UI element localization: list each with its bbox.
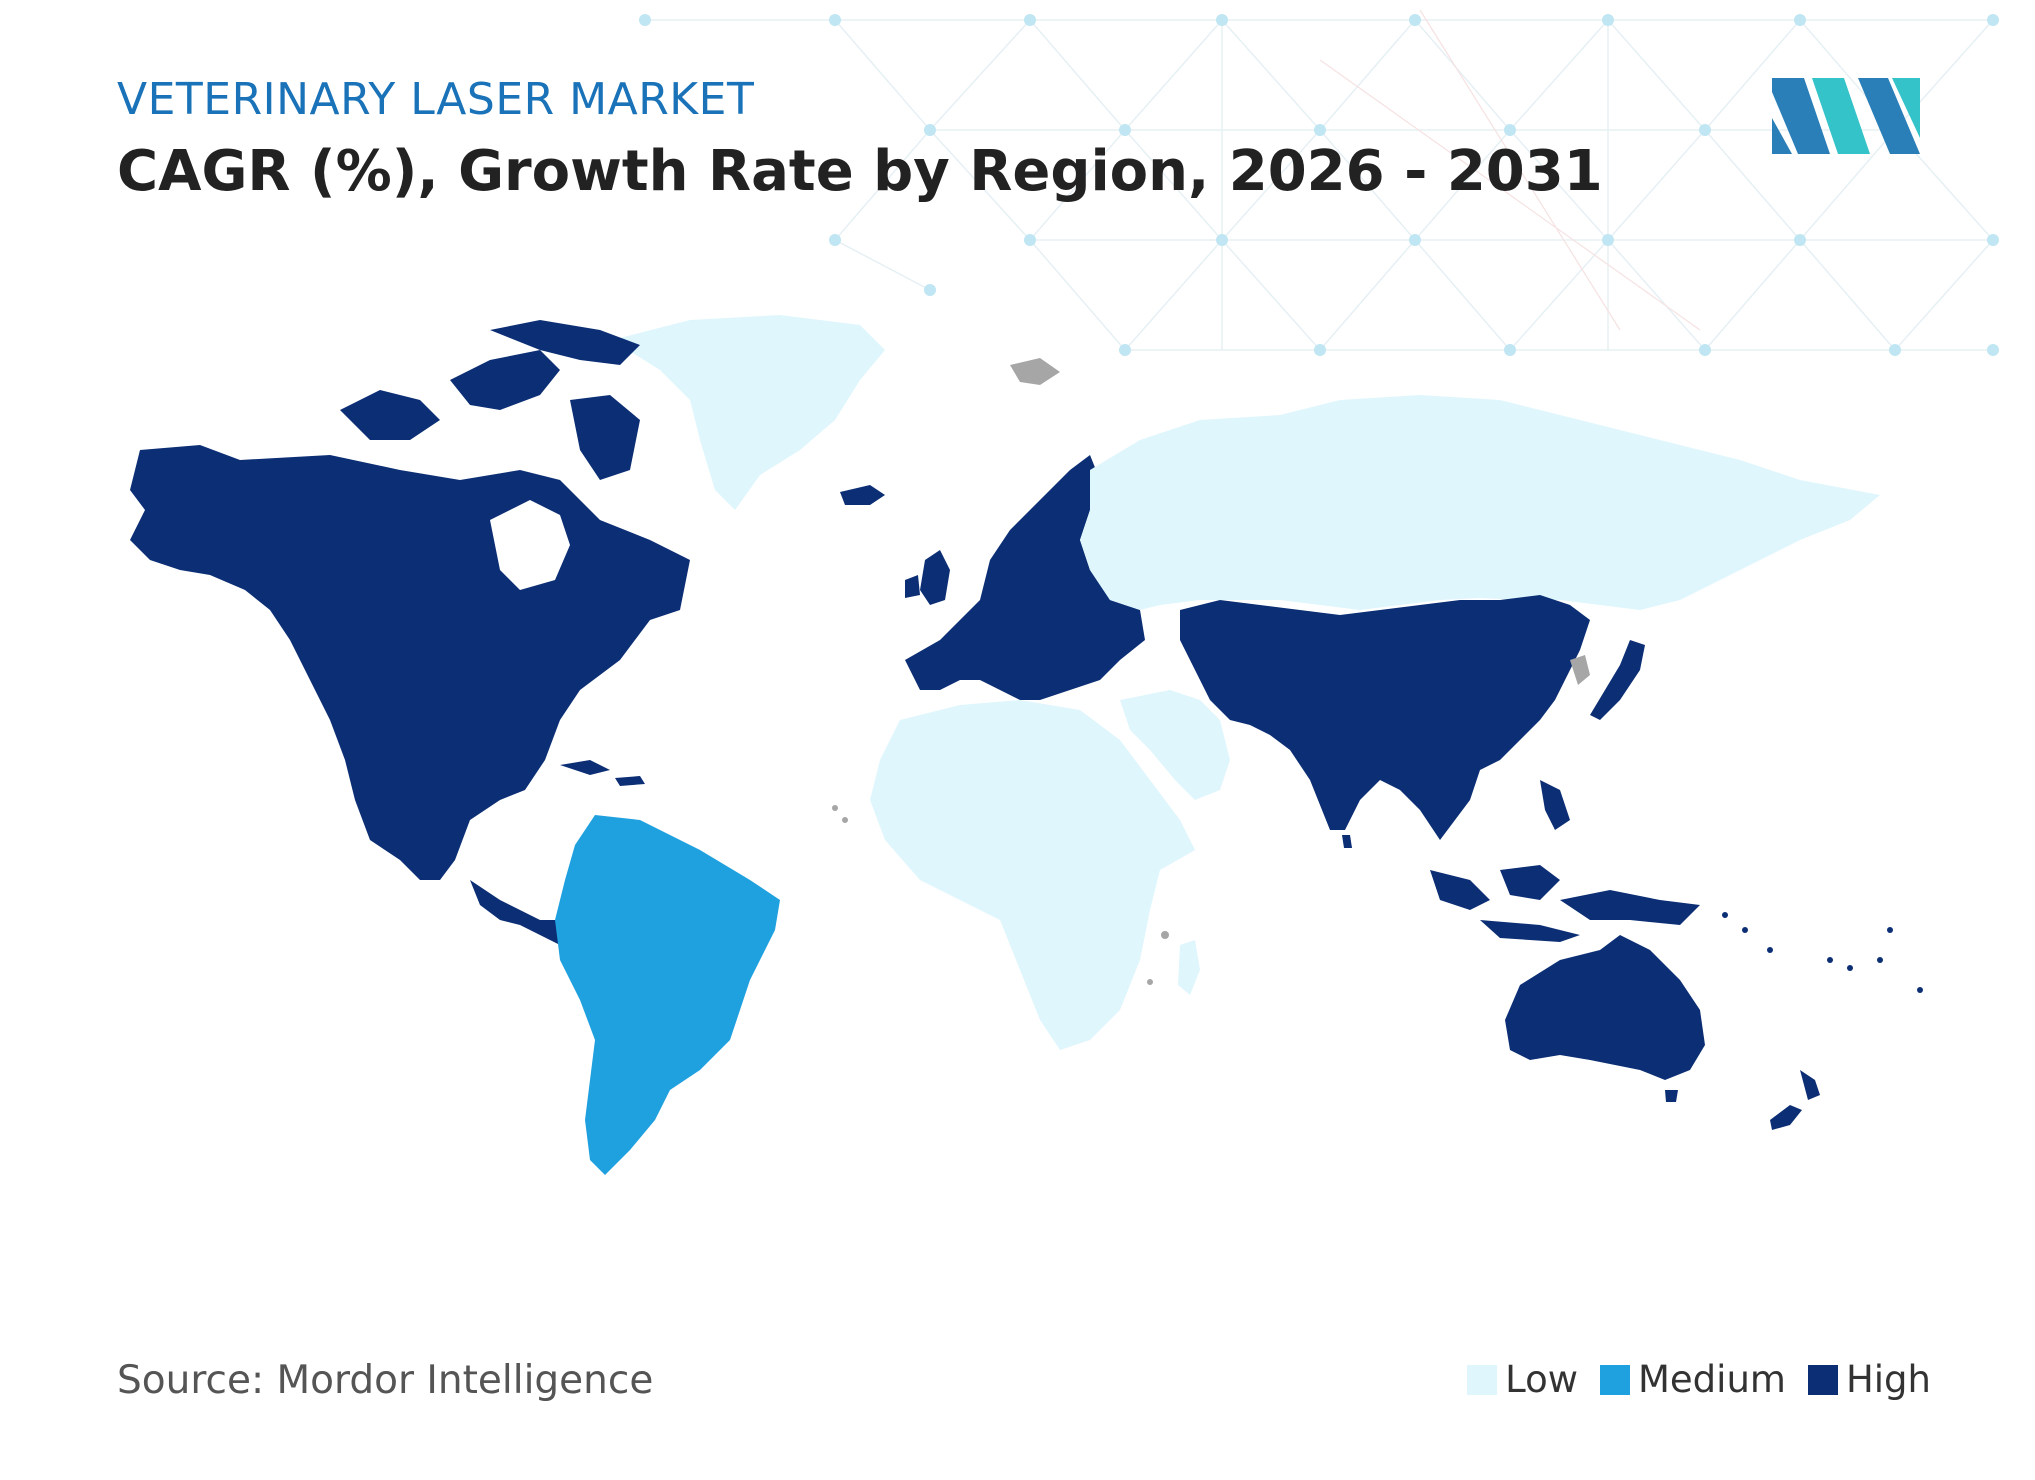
region-madagascar	[1178, 940, 1200, 995]
legend-item-low: Low	[1467, 1358, 1578, 1401]
region-uk	[905, 550, 950, 605]
report-kicker: VETERINARY LASER MARKET	[117, 74, 755, 125]
region-sri-lanka	[1342, 835, 1352, 848]
legend-label-low: Low	[1505, 1358, 1578, 1401]
region-southeast-asia	[1430, 780, 1700, 942]
region-europe	[905, 455, 1145, 700]
region-africa	[870, 700, 1195, 1050]
legend: Low Medium High	[1467, 1358, 1931, 1401]
region-canadian-arctic	[340, 320, 640, 480]
region-north-korea	[1570, 655, 1590, 685]
legend-swatch-medium	[1600, 1364, 1630, 1395]
mordor-intelligence-logo-icon	[1772, 78, 1920, 154]
region-new-zealand	[1770, 1070, 1820, 1130]
legend-label-high: High	[1845, 1358, 1931, 1401]
region-caribbean	[560, 760, 645, 786]
source-note: Source: Mordor Intelligence	[117, 1358, 654, 1403]
region-tasmania	[1665, 1090, 1678, 1102]
legend-swatch-high	[1807, 1364, 1838, 1395]
region-japan	[1590, 640, 1645, 720]
region-svalbard	[1010, 358, 1060, 385]
region-australia	[1505, 935, 1705, 1080]
pacific-islands	[1722, 912, 1923, 993]
region-middle-east	[1120, 690, 1230, 800]
chart-title: CAGR (%), Growth Rate by Region, 2026 - …	[117, 139, 1603, 204]
region-russia	[1080, 395, 1880, 610]
region-asia	[1180, 595, 1590, 840]
minor-islands	[832, 805, 1169, 985]
legend-swatch-low	[1467, 1364, 1498, 1395]
legend-item-high: High	[1807, 1358, 1931, 1401]
region-south-america	[555, 815, 780, 1175]
region-iceland	[840, 485, 885, 505]
legend-item-medium: Medium	[1600, 1358, 1786, 1401]
legend-label-medium: Medium	[1638, 1358, 1786, 1401]
region-greenland	[612, 315, 885, 510]
header: VETERINARY LASER MARKET CAGR (%), Growth…	[117, 74, 1603, 204]
hudson-bay	[490, 500, 570, 590]
